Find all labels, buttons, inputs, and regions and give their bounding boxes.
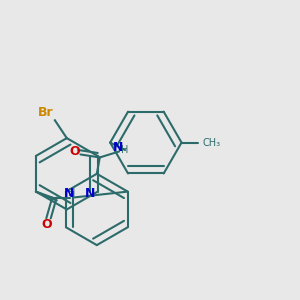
Text: N: N [85,187,95,200]
Text: N: N [63,187,74,200]
Text: H: H [121,145,128,155]
Text: Br: Br [38,106,54,119]
Text: O: O [69,145,80,158]
Text: O: O [41,218,52,231]
Text: N: N [112,140,123,154]
Text: H: H [68,188,75,198]
Text: CH₃: CH₃ [202,138,220,148]
